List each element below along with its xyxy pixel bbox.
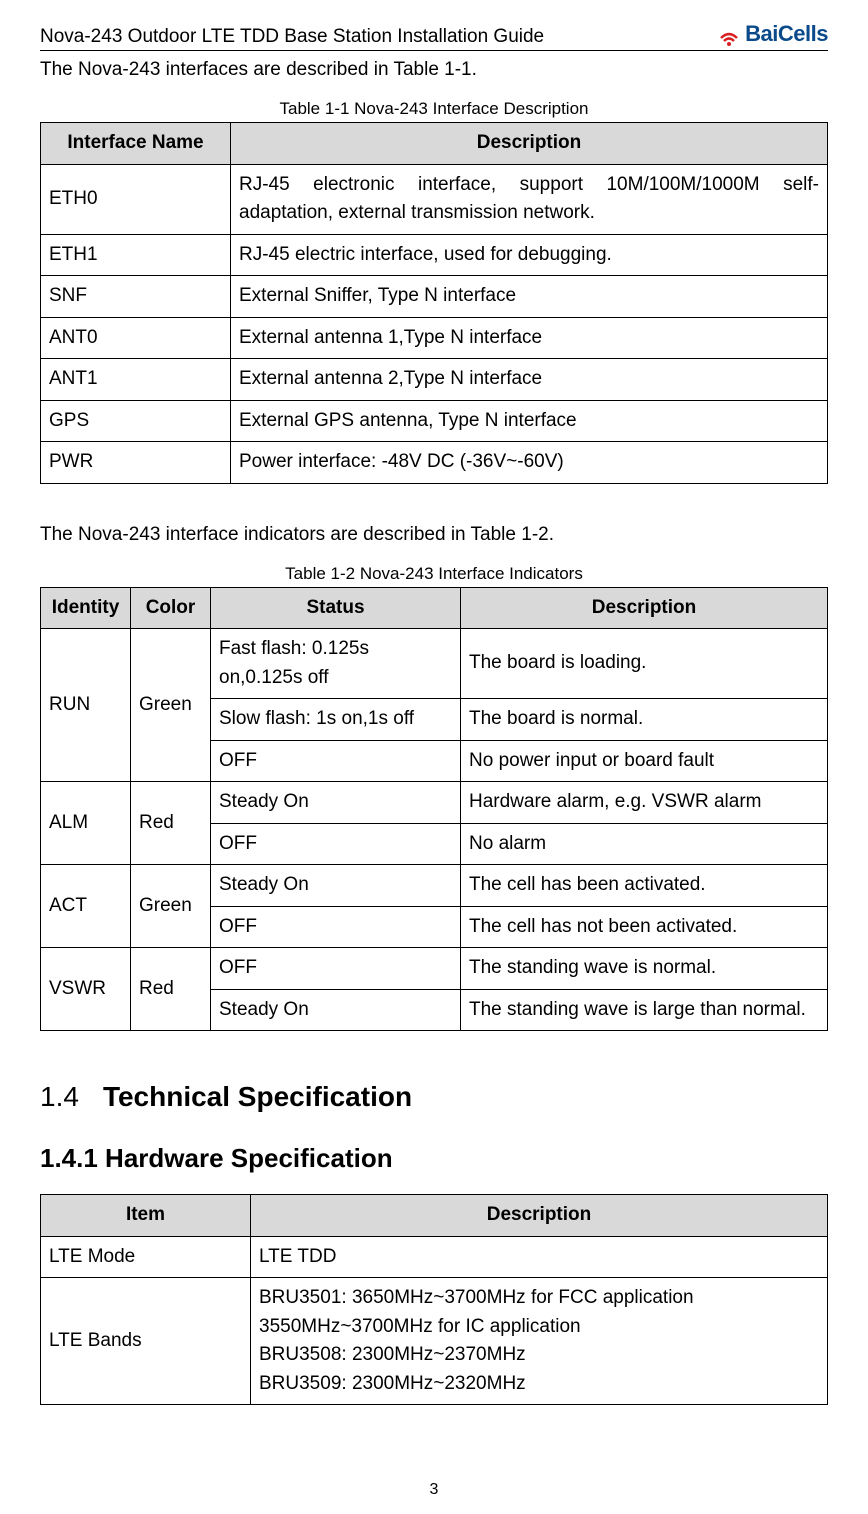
table-cell: The standing wave is large than normal. [461,989,828,1031]
table-cell: Power interface: -48V DC (-36V~-60V) [231,442,828,484]
table-cell: LTE Bands [41,1278,251,1405]
table-cell: VSWR [41,948,131,1031]
table-cell: Hardware alarm, e.g. VSWR alarm [461,782,828,824]
table-header: Status [211,587,461,629]
table-cell: BRU3501: 3650MHz~3700MHz for FCC applica… [251,1278,828,1405]
wifi-icon [715,20,743,48]
table-cell: PWR [41,442,231,484]
table-cell: The cell has been activated. [461,865,828,907]
table-cell: Red [131,948,211,1031]
table-cell: Steady On [211,989,461,1031]
logo-text: BaiCells [745,21,828,47]
table-cell: No alarm [461,823,828,865]
document-title: Nova-243 Outdoor LTE TDD Base Station In… [40,26,544,48]
table-cell: OFF [211,823,461,865]
table-cell: RJ-45 electric interface, used for debug… [231,234,828,276]
section-heading: 1.4 Technical Specification [40,1081,828,1113]
table-hardware-spec: Item Description LTE ModeLTE TDDLTE Band… [40,1194,828,1405]
table-cell: Fast flash: 0.125s on,0.125s off [211,629,461,699]
table-cell: ANT0 [41,317,231,359]
table-cell: OFF [211,948,461,990]
table-header: Interface Name [41,123,231,165]
intro-text-1: The Nova-243 interfaces are described in… [40,59,828,81]
table-cell: ANT1 [41,359,231,401]
table-cell: External GPS antenna, Type N interface [231,400,828,442]
table-cell: Slow flash: 1s on,1s off [211,699,461,741]
table-1-caption: Table 1-1 Nova-243 Interface Description [40,99,828,119]
table-cell: ALM [41,782,131,865]
table-cell: Red [131,782,211,865]
page-number: 3 [0,1481,868,1499]
table-cell: ETH0 [41,164,231,234]
table-cell: External Sniffer, Type N interface [231,276,828,318]
table-cell: SNF [41,276,231,318]
table-cell: Green [131,865,211,948]
table-cell: The board is normal. [461,699,828,741]
table-cell: GPS [41,400,231,442]
subsection-heading: 1.4.1 Hardware Specification [40,1143,828,1174]
table-cell: OFF [211,740,461,782]
table-cell: LTE TDD [251,1236,828,1278]
page-header: Nova-243 Outdoor LTE TDD Base Station In… [40,20,828,51]
table-interface-description: Interface Name Description ETH0RJ-45 ele… [40,122,828,484]
intro-text-2: The Nova-243 interface indicators are de… [40,524,828,546]
section-number: 1.4 [40,1081,79,1113]
table-cell: Green [131,629,211,782]
table-cell: The cell has not been activated. [461,906,828,948]
section-title: Technical Specification [103,1081,412,1113]
table-cell: ACT [41,865,131,948]
table-cell: OFF [211,906,461,948]
table-cell: External antenna 1,Type N interface [231,317,828,359]
table-cell: RJ-45 electronic interface, support 10M/… [231,164,828,234]
table-header: Identity [41,587,131,629]
table-cell: External antenna 2,Type N interface [231,359,828,401]
table-cell: LTE Mode [41,1236,251,1278]
table-header: Description [461,587,828,629]
table-cell: The board is loading. [461,629,828,699]
table-cell: The standing wave is normal. [461,948,828,990]
table-cell: Steady On [211,782,461,824]
table-2-caption: Table 1-2 Nova-243 Interface Indicators [40,564,828,584]
logo: BaiCells [715,20,828,48]
table-cell: No power input or board fault [461,740,828,782]
table-header: Description [251,1195,828,1237]
table-cell: Steady On [211,865,461,907]
table-cell: RUN [41,629,131,782]
table-interface-indicators: Identity Color Status Description RUNGre… [40,587,828,1032]
table-header: Item [41,1195,251,1237]
table-header: Description [231,123,828,165]
table-cell: ETH1 [41,234,231,276]
table-header: Color [131,587,211,629]
